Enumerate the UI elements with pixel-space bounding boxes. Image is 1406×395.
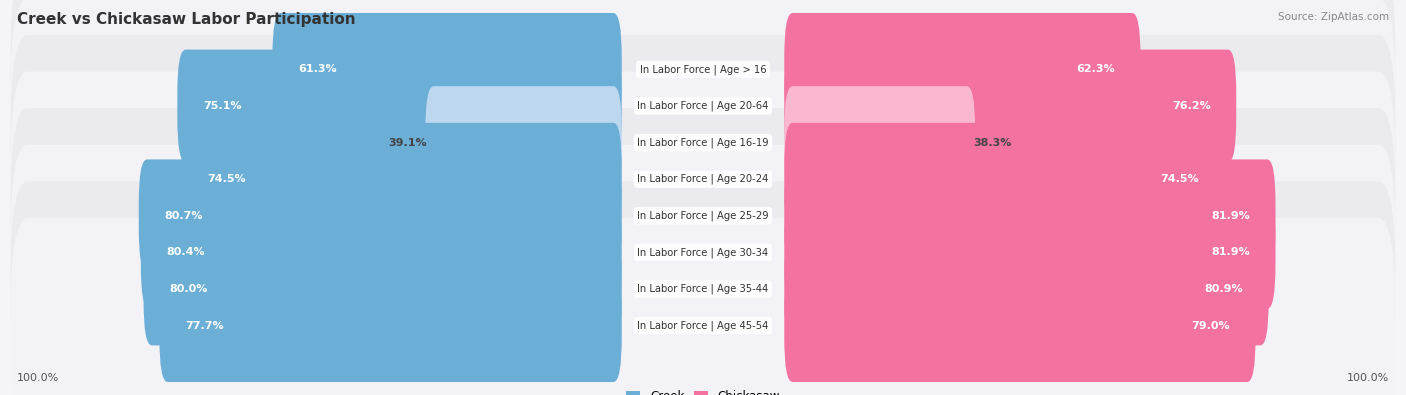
Text: In Labor Force | Age > 16: In Labor Force | Age > 16 <box>640 64 766 75</box>
Text: 74.5%: 74.5% <box>207 174 246 184</box>
Text: 100.0%: 100.0% <box>17 373 59 383</box>
FancyBboxPatch shape <box>11 145 1395 360</box>
FancyBboxPatch shape <box>785 196 1275 309</box>
FancyBboxPatch shape <box>11 218 1395 395</box>
FancyBboxPatch shape <box>11 0 1395 177</box>
Text: In Labor Force | Age 30-34: In Labor Force | Age 30-34 <box>637 247 769 258</box>
Text: 38.3%: 38.3% <box>974 137 1012 148</box>
Text: In Labor Force | Age 35-44: In Labor Force | Age 35-44 <box>637 284 769 294</box>
FancyBboxPatch shape <box>181 123 621 235</box>
FancyBboxPatch shape <box>426 86 621 199</box>
Text: In Labor Force | Age 45-54: In Labor Force | Age 45-54 <box>637 320 769 331</box>
Text: 77.7%: 77.7% <box>186 321 224 331</box>
FancyBboxPatch shape <box>785 233 1268 345</box>
FancyBboxPatch shape <box>785 123 1225 235</box>
FancyBboxPatch shape <box>785 50 1236 162</box>
Text: In Labor Force | Age 20-24: In Labor Force | Age 20-24 <box>637 174 769 184</box>
Text: 81.9%: 81.9% <box>1211 211 1250 221</box>
Text: 81.9%: 81.9% <box>1211 247 1250 258</box>
Text: 39.1%: 39.1% <box>388 137 427 148</box>
FancyBboxPatch shape <box>785 160 1275 272</box>
FancyBboxPatch shape <box>11 108 1395 324</box>
FancyBboxPatch shape <box>11 35 1395 250</box>
FancyBboxPatch shape <box>273 13 621 126</box>
Text: 74.5%: 74.5% <box>1160 174 1199 184</box>
Text: Source: ZipAtlas.com: Source: ZipAtlas.com <box>1278 12 1389 22</box>
Text: 61.3%: 61.3% <box>298 64 336 74</box>
FancyBboxPatch shape <box>785 269 1256 382</box>
FancyBboxPatch shape <box>143 233 621 345</box>
FancyBboxPatch shape <box>11 0 1395 214</box>
Text: In Labor Force | Age 20-64: In Labor Force | Age 20-64 <box>637 101 769 111</box>
Text: 100.0%: 100.0% <box>1347 373 1389 383</box>
FancyBboxPatch shape <box>159 269 621 382</box>
Text: 80.7%: 80.7% <box>165 211 202 221</box>
Text: 80.4%: 80.4% <box>166 247 205 258</box>
Text: 80.9%: 80.9% <box>1205 284 1243 294</box>
FancyBboxPatch shape <box>177 50 621 162</box>
FancyBboxPatch shape <box>139 160 621 272</box>
Text: 76.2%: 76.2% <box>1173 101 1211 111</box>
FancyBboxPatch shape <box>141 196 621 309</box>
Text: In Labor Force | Age 25-29: In Labor Force | Age 25-29 <box>637 211 769 221</box>
Text: In Labor Force | Age 16-19: In Labor Force | Age 16-19 <box>637 137 769 148</box>
Text: 79.0%: 79.0% <box>1191 321 1230 331</box>
Text: 80.0%: 80.0% <box>169 284 208 294</box>
FancyBboxPatch shape <box>785 13 1140 126</box>
FancyBboxPatch shape <box>785 86 976 199</box>
FancyBboxPatch shape <box>11 181 1395 395</box>
FancyBboxPatch shape <box>11 71 1395 287</box>
Text: 75.1%: 75.1% <box>202 101 242 111</box>
Text: Creek vs Chickasaw Labor Participation: Creek vs Chickasaw Labor Participation <box>17 12 356 27</box>
Text: 62.3%: 62.3% <box>1077 64 1115 74</box>
Legend: Creek, Chickasaw: Creek, Chickasaw <box>621 385 785 395</box>
